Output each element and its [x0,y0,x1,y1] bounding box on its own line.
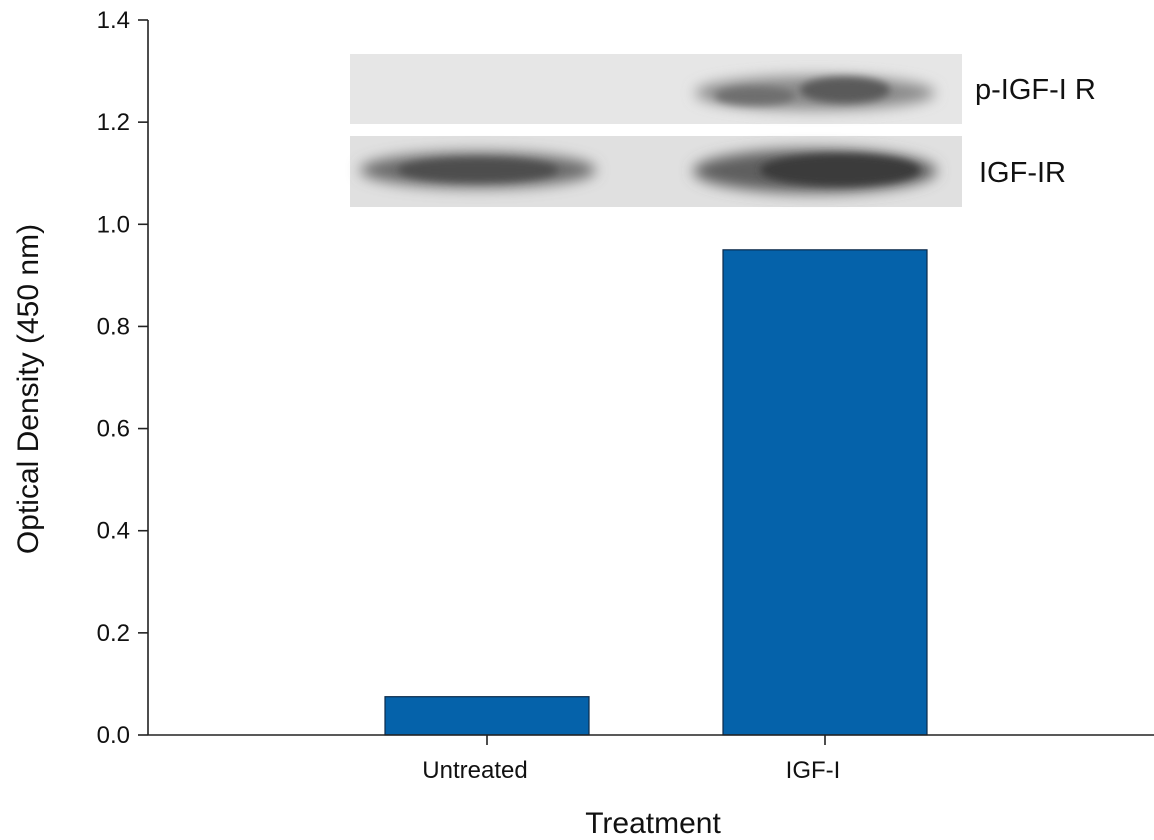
y-tick-label: 0.2 [97,620,130,647]
x-tick-label: Untreated [422,757,527,784]
axes: 0.0 0.2 0.4 0.6 0.8 1.0 1.2 1.4 Untreated IGF-I [97,7,1154,784]
blot-label-p-igf-i-r: p-IGF-I R [975,74,1096,106]
y-tick-label: 0.4 [97,518,130,545]
y-tick-label: 1.4 [97,7,130,34]
x-tick-label: IGF-I [786,757,841,784]
western-blot-inset: p-IGF-I R IGF-IR [350,54,1096,207]
y-tick-label: 1.0 [97,211,130,238]
y-tick-label: 1.2 [97,109,130,136]
y-tick-label: 0.6 [97,416,130,443]
x-axis-title: Treatment [585,807,721,840]
bar-igf-i [722,249,928,736]
blot-band-p-igf-i-r [695,76,935,110]
y-axis-title: Optical Density (450 nm) [12,224,45,554]
blot-band-igf-ir-untreated [360,152,596,188]
blot-label-igf-ir: IGF-IR [979,157,1066,189]
y-tick-label: 0.0 [97,722,130,749]
bars [384,249,928,736]
y-tick-label: 0.8 [97,313,130,340]
blot-band-igf-ir-treated [693,149,937,193]
bar-untreated [384,696,590,736]
